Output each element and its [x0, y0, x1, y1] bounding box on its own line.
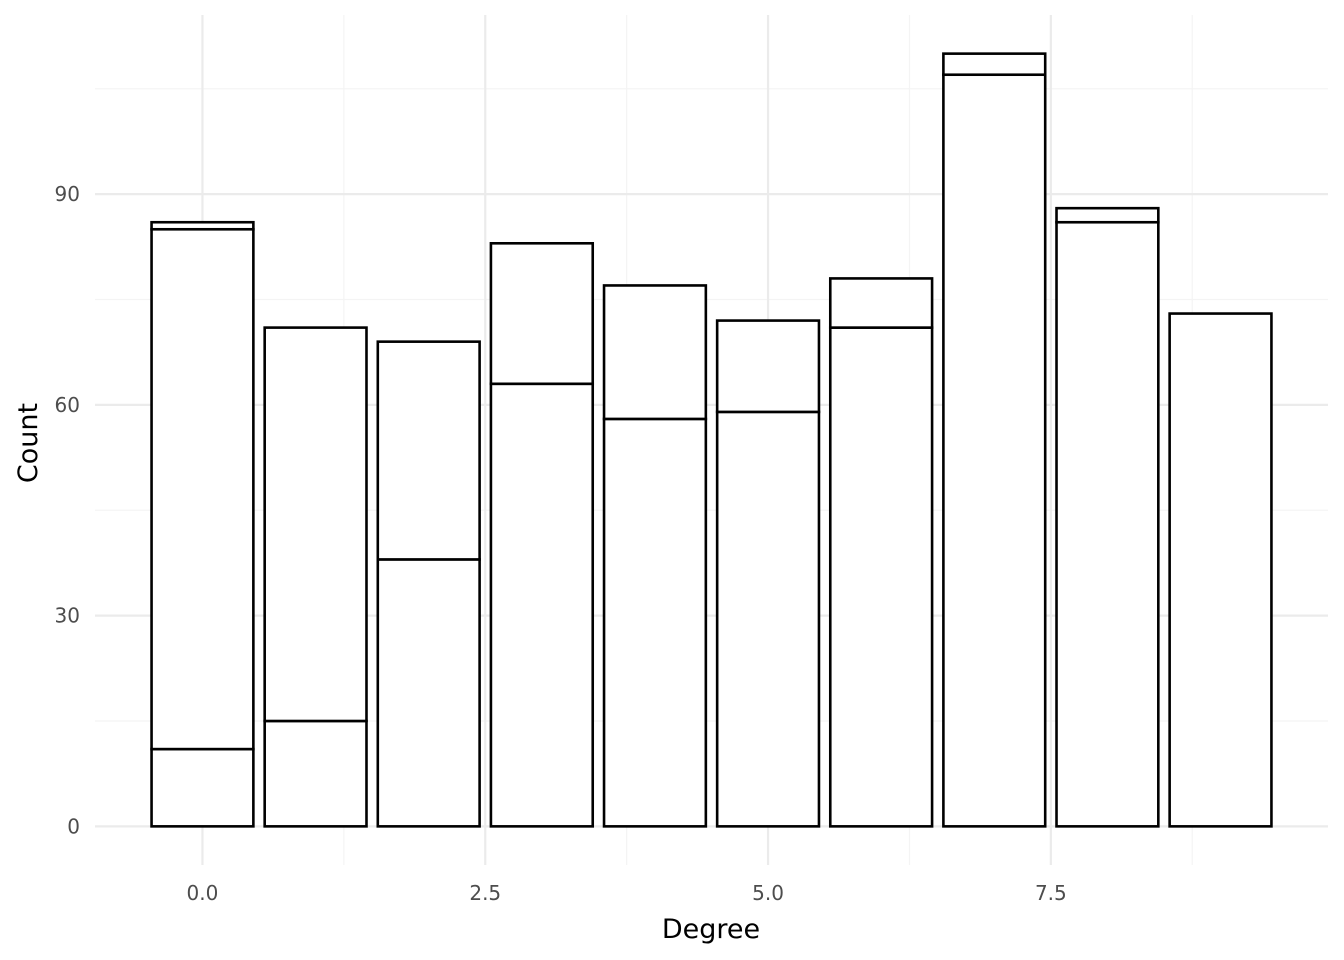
bars	[150, 52, 1273, 828]
bar-segment	[942, 73, 1047, 828]
bar-segment	[828, 326, 934, 828]
x-tick-label: 5.0	[752, 881, 784, 905]
bar-segment	[150, 220, 255, 231]
bar-segment	[376, 340, 481, 561]
bar-segment	[715, 319, 821, 414]
bar-segment	[1055, 206, 1160, 224]
x-tick-label: 7.5	[1035, 881, 1067, 905]
bar-segment	[263, 719, 368, 828]
bar-segment	[489, 242, 595, 386]
x-axis-title: Degree	[662, 914, 760, 945]
y-tick-label: 90	[55, 182, 80, 206]
bar-segment	[602, 417, 708, 828]
bar-segment	[1168, 312, 1273, 828]
bar-segment	[715, 410, 821, 828]
x-tick-label: 0.0	[187, 881, 219, 905]
x-tick-label: 2.5	[469, 881, 501, 905]
bar-segment	[602, 284, 708, 421]
bar-segment	[489, 382, 595, 828]
bar-segment	[263, 326, 368, 723]
bar-segment	[150, 747, 255, 828]
bar-segment	[1055, 220, 1160, 828]
y-axis-ticks: 0 30 60 90	[55, 182, 80, 838]
y-tick-label: 0	[67, 814, 80, 838]
x-axis-ticks: 0.0 2.5 5.0 7.5	[187, 881, 1067, 905]
bar-segment	[828, 277, 934, 329]
y-tick-label: 30	[55, 604, 80, 628]
y-tick-label: 60	[55, 393, 80, 417]
bar-segment	[942, 52, 1047, 77]
bar-segment	[150, 227, 255, 751]
y-axis-title: Count	[13, 403, 44, 483]
bar-segment	[376, 558, 481, 828]
